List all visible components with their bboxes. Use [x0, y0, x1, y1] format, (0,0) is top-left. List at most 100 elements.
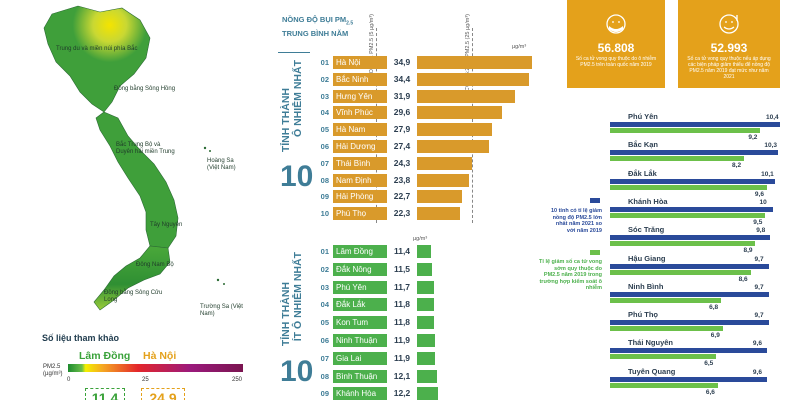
- top-side-title-2: Ô NHIỄM NHẤT: [292, 60, 304, 137]
- comparison-province-label: Tuyên Quang: [628, 366, 676, 376]
- most-polluted-bar-label: Hải Dương: [336, 142, 376, 151]
- least-polluted-rank: 03: [320, 282, 329, 292]
- comparison-bar-green: [610, 326, 723, 332]
- most-polluted-bar-value: 31,9: [387, 89, 417, 103]
- least-polluted-bar-label: Ninh Thuận: [336, 336, 378, 345]
- most-polluted-rank: 08: [320, 175, 329, 185]
- top-side-title-1: TỈNH THÀNH: [280, 88, 292, 153]
- most-polluted-rank: 01: [320, 58, 329, 67]
- most-polluted-rank: 03: [320, 91, 329, 101]
- comparison-province-label: Phú Thọ: [628, 310, 658, 320]
- most-polluted-rank: 02: [320, 74, 329, 84]
- legend-color-scale: [68, 364, 243, 372]
- least-polluted-bar-value: 11,8: [387, 298, 417, 312]
- most-polluted-bar-value: 23,8: [387, 173, 417, 187]
- most-polluted-bar: [333, 72, 530, 86]
- region-label-northwest: Trung du và miền núi phía Bắc: [56, 46, 138, 52]
- least-polluted-bar-label: Đắk Lắk: [336, 300, 366, 310]
- comparison-bar-green: [610, 128, 761, 133]
- most-polluted-bar: [333, 106, 502, 120]
- region-label-highlands: Tây Nguyên: [150, 222, 183, 228]
- comparison-value-green: 8,6: [738, 275, 748, 283]
- comparison-bar-green: [610, 269, 751, 275]
- comparison-bar-green: [610, 184, 767, 190]
- comparison-value-blue: 10,1: [761, 170, 774, 178]
- comparison-bar-blue: [610, 376, 767, 382]
- least-polluted-bar-label: Đắk Nông: [336, 264, 372, 274]
- face-check-icon: [719, 14, 739, 34]
- least-polluted-rank: 09: [320, 389, 329, 399]
- most-polluted-bar-label: Hưng Yên: [336, 91, 373, 101]
- top-side-number: 10: [280, 160, 314, 193]
- comparison-value-blue: 9,8: [756, 227, 766, 235]
- most-polluted-bar-label: Hà Nam: [336, 125, 366, 135]
- comparison-bar-blue: [610, 263, 769, 269]
- comparison-value-blue: 10,3: [764, 142, 778, 150]
- ranking-title: NỒNG ĐỘ BỤI PM2.5 TRUNG BÌNH NĂM: [282, 15, 392, 39]
- least-polluted-rank: 08: [320, 371, 329, 381]
- comparison-bar-green: [610, 212, 766, 218]
- least-polluted-bar-label: Kon Tum: [336, 318, 369, 328]
- legend-tick-250: 250: [232, 377, 243, 383]
- least-polluted-rank: 02: [320, 264, 329, 274]
- comparison-value-green: 6,5: [704, 360, 714, 368]
- most-polluted-rank: 10: [320, 209, 329, 219]
- hoang-sa-islands: [203, 146, 207, 150]
- most-polluted-rank: 06: [320, 142, 329, 151]
- comparison-value-blue: 9,7: [754, 255, 764, 263]
- most-polluted-bar-value: 34,4: [387, 72, 417, 86]
- ranking-title-line2: TRUNG BÌNH NĂM: [282, 28, 349, 38]
- comparison-value-blue: 9,6: [752, 340, 762, 348]
- most-polluted-bar-label: Hải Phòng: [336, 192, 374, 202]
- comparison-province-label: Thái Nguyên: [628, 338, 674, 348]
- most-polluted-bar: [333, 89, 515, 103]
- comparison-value-green: 6,8: [709, 303, 719, 311]
- map-panel: Trung du và miền núi phía Bắc Đồng bằng …: [0, 0, 265, 400]
- legend-lowest-value: 11,4: [85, 388, 125, 400]
- least-polluted-bar-value: 11,9: [387, 334, 417, 347]
- legend-tick-0: 0: [67, 377, 71, 383]
- truong-sa-islands-2: [223, 283, 225, 285]
- comparison-province-label: Khánh Hòa: [628, 196, 668, 206]
- legend-highest-province: Hà Nội: [143, 350, 177, 362]
- comparison-bar-blue: [610, 320, 769, 326]
- comparison-value-green: 8,2: [732, 162, 742, 170]
- most-polluted-bar-label: Phú Thọ: [336, 209, 367, 219]
- least-polluted-bar-value: 11,5: [387, 262, 417, 276]
- most-polluted-bar: [333, 56, 532, 69]
- most-polluted-bar-label: Vĩnh Phúc: [336, 108, 373, 118]
- least-polluted-bar-label: Bình Thuận: [336, 371, 378, 381]
- info-box-mortality-2019: 56.808 Số ca tử vong quy thuộc do ô nhiễ…: [567, 0, 665, 88]
- truong-sa-islands: [216, 278, 220, 282]
- most-polluted-bar-value: 22,7: [387, 190, 417, 204]
- most-polluted-bar-label: Thái Bình: [336, 158, 371, 168]
- comparison-value-blue: 9,7: [754, 312, 764, 320]
- comparison-bar-blue: [610, 291, 769, 297]
- least-polluted-rank: 05: [320, 318, 329, 328]
- region-label-mekong: Đồng bằng Sông Cửu Long: [104, 290, 163, 303]
- comparison-province-label: Sóc Trăng: [628, 225, 665, 235]
- comparison-value-blue: 9,6: [752, 368, 762, 376]
- comparison-value-blue: 9,7: [754, 283, 764, 291]
- most-polluted-bar-value: 27,4: [387, 140, 417, 153]
- info-number-mortality-2019: 56.808: [597, 41, 635, 55]
- least-polluted-rank: 04: [320, 300, 329, 310]
- comparison-value-green: 9,5: [753, 218, 763, 226]
- most-polluted-rank: 05: [320, 125, 329, 135]
- comparison-bar-blue: [610, 150, 779, 156]
- least-polluted-bar-value: 11,7: [387, 280, 417, 294]
- hoang-sa-islands-2: [209, 150, 211, 152]
- comparison-value-green: 9,6: [754, 190, 764, 198]
- info-number-mortality-controlled: 52.993: [710, 41, 748, 55]
- comparison-bar-green: [610, 382, 718, 388]
- vietnam-outline-south: [93, 245, 171, 311]
- ranking-title-sub: 2.5: [346, 20, 354, 27]
- least-polluted-bar-value: 12,2: [387, 387, 417, 400]
- least-polluted-bar-value: 11,8: [387, 316, 417, 330]
- comparison-bar-blue: [610, 178, 776, 184]
- comparison-value-green: 6,9: [710, 332, 720, 340]
- legend-blue-swatch: [590, 198, 600, 203]
- bottom-side-title-2: ÍT Ô NHIỄM NHẤT: [292, 252, 304, 342]
- least-polluted-rank: 01: [320, 247, 329, 256]
- most-polluted-bar-label: Nam Định: [336, 175, 372, 185]
